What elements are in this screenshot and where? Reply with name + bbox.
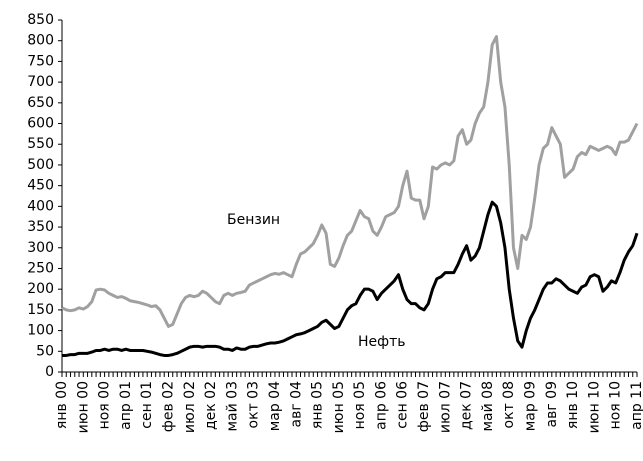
- y-tick-label: 200: [27, 281, 54, 297]
- x-tick-label: дек 07: [459, 381, 475, 430]
- x-tick-label: окт 08: [501, 381, 517, 428]
- series-label: Нефть: [358, 334, 406, 350]
- y-tick-label: 50: [36, 343, 54, 359]
- y-tick-label: 350: [27, 219, 54, 235]
- x-tick-label: май 08: [480, 381, 496, 432]
- y-tick-label: 250: [27, 260, 54, 276]
- y-tick-label: 100: [27, 323, 54, 339]
- x-tick-label: сен 01: [139, 381, 155, 429]
- y-tick-label: 850: [27, 12, 54, 28]
- x-tick-label: мар 04: [267, 381, 283, 431]
- x-tick-label: июн 00: [75, 381, 91, 433]
- x-tick-label: янв 10: [565, 381, 581, 429]
- series-line: [62, 200, 639, 357]
- x-tick-label: мар 09: [523, 381, 539, 431]
- x-tick-label: янв 05: [310, 381, 326, 429]
- y-tick-label: 550: [27, 136, 54, 152]
- x-tick-label: июл 02: [182, 381, 198, 433]
- x-tick-label: ноя 10: [608, 381, 624, 429]
- y-tick-label: 400: [27, 198, 54, 214]
- series-line: [61, 35, 639, 328]
- series-label: Бензин: [227, 212, 280, 228]
- x-tick-label: янв 00: [54, 381, 70, 429]
- x-tick-label: авг 04: [288, 381, 304, 428]
- y-tick-label: 600: [27, 116, 54, 132]
- x-tick-label: дек 02: [203, 381, 219, 430]
- x-tick-label: фев 07: [416, 381, 432, 432]
- x-tick-label: июн 10: [586, 381, 602, 433]
- y-tick-label: 750: [27, 53, 54, 69]
- x-tick-label: фев 02: [160, 381, 176, 432]
- y-tick-label: 0: [45, 364, 54, 380]
- y-tick-label: 650: [27, 95, 54, 111]
- x-tick-label: ноя 05: [352, 381, 368, 429]
- x-tick-label: апр 11: [629, 381, 643, 430]
- x-tick-label: апр 06: [373, 381, 389, 430]
- y-tick-label: 500: [27, 157, 54, 173]
- x-tick-label: июн 05: [331, 381, 347, 433]
- x-tick-label: авг 09: [544, 381, 560, 427]
- y-tick-label: 700: [27, 74, 54, 90]
- y-tick-label: 300: [27, 240, 54, 256]
- x-tick-label: июл 07: [437, 381, 453, 433]
- y-tick-label: 450: [27, 178, 54, 194]
- x-tick-label: апр 01: [118, 381, 134, 430]
- x-tick-label: май 03: [224, 381, 240, 432]
- x-tick-label: сен 06: [395, 381, 411, 429]
- y-tick-label: 150: [27, 302, 54, 318]
- x-tick-label: ноя 00: [97, 381, 113, 429]
- y-tick-label: 800: [27, 33, 54, 49]
- x-tick-label: окт 03: [246, 381, 262, 428]
